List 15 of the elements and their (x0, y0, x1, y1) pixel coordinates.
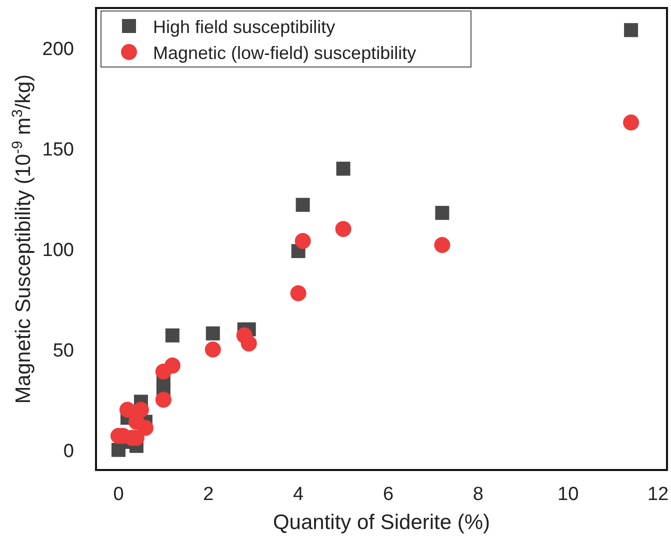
x-axis-title: Quantity of Siderite (%) (272, 511, 490, 534)
y-tick-label: 150 (42, 140, 74, 161)
legend-label: High field susceptibility (153, 17, 336, 37)
x-tick-label: 8 (472, 484, 484, 505)
legend-label: Magnetic (low-field) susceptibility (153, 43, 416, 63)
x-tick-label: 6 (382, 484, 394, 505)
x-tick-label: 12 (647, 484, 669, 505)
y-tick-label: 0 (63, 440, 74, 462)
x-tick-label: 4 (293, 484, 304, 505)
x-tick-label: 0 (113, 484, 124, 505)
y-tick-label: 200 (42, 39, 74, 60)
y-tick-label: 50 (52, 340, 74, 362)
y-tick-label: 100 (42, 240, 74, 262)
x-tick-label: 10 (558, 484, 579, 505)
x-tick-label: 2 (203, 484, 214, 505)
